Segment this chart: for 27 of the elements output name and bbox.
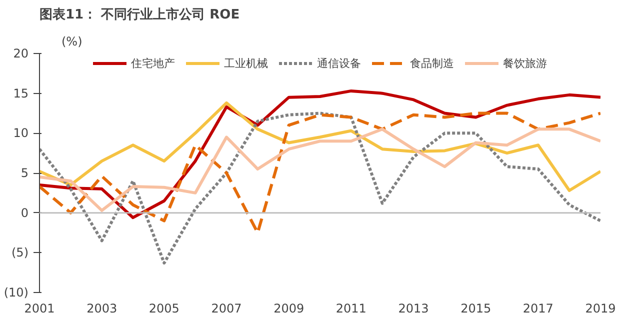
line-series bbox=[40, 128, 600, 212]
legend-label: 餐饮旅游 bbox=[503, 56, 547, 70]
y-tick-label: (10) bbox=[4, 286, 29, 300]
y-tick-label: 5 bbox=[20, 166, 29, 180]
line-series bbox=[40, 112, 600, 265]
y-axis-title: (%) bbox=[62, 34, 82, 48]
x-tick-label: 2011 bbox=[336, 302, 366, 316]
legend-label: 通信设备 bbox=[317, 56, 361, 70]
x-tick-label: 2017 bbox=[522, 302, 554, 316]
legend-label: 住宅地产 bbox=[131, 56, 175, 70]
x-tick-label: 2003 bbox=[86, 302, 118, 316]
y-tick-label: 10 bbox=[13, 126, 29, 140]
y-tick-label: (5) bbox=[12, 246, 28, 260]
y-tick-label: 0 bbox=[20, 206, 29, 220]
line-series bbox=[40, 101, 600, 192]
chart-title: 图表11： 不同行业上市公司 ROE bbox=[40, 6, 240, 22]
legend-label: 食品制造 bbox=[410, 56, 454, 70]
x-tick-label: 2005 bbox=[148, 302, 180, 316]
y-tick-label: 15 bbox=[13, 86, 29, 100]
x-tick-label: 2015 bbox=[460, 302, 492, 316]
legend-label: 工业机械 bbox=[224, 56, 268, 70]
x-tick-label: 2019 bbox=[585, 302, 616, 316]
y-tick-label: 20 bbox=[13, 46, 29, 60]
x-tick-label: 2009 bbox=[274, 302, 304, 316]
x-tick-label: 2001 bbox=[24, 302, 55, 316]
x-tick-label: 2007 bbox=[211, 302, 242, 316]
x-tick-label: 2013 bbox=[398, 302, 429, 316]
